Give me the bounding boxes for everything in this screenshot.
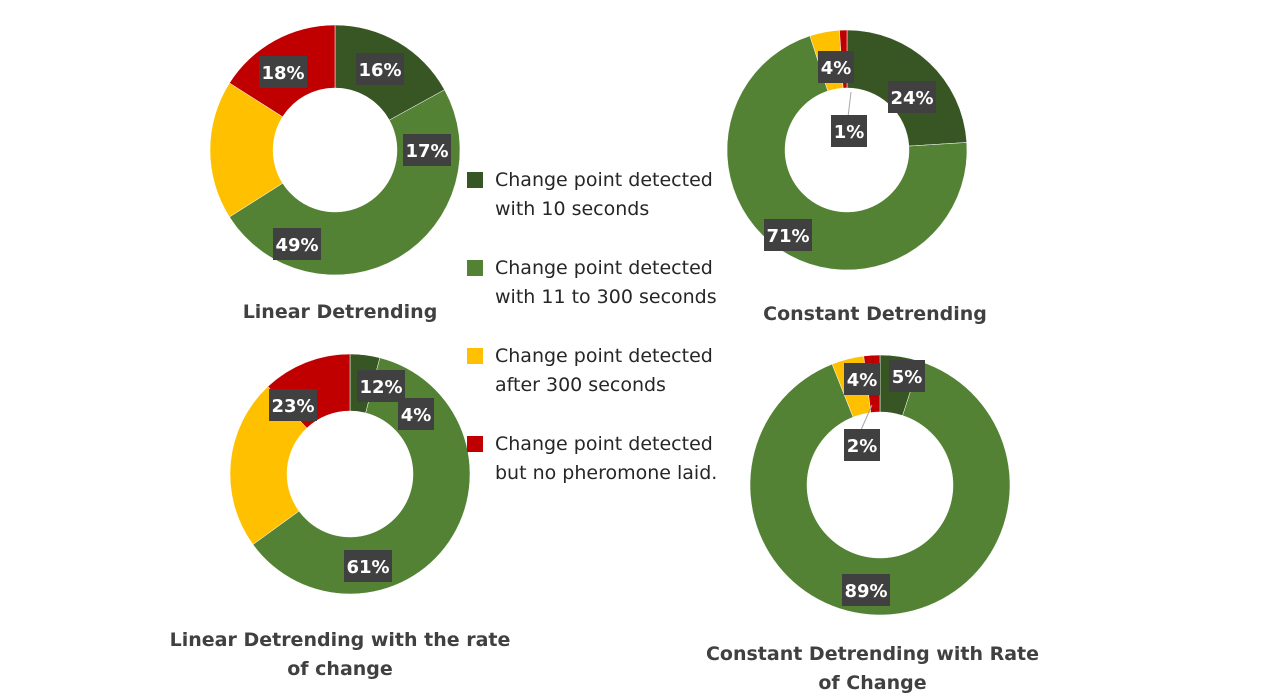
data-label: 61% [344,550,392,582]
leader-line [847,91,852,118]
chart-title-linear-detrending-rate: Linear Detrending with the rate of chang… [169,629,511,680]
data-label-text: 4% [401,405,432,426]
donut-slice [726,35,968,271]
legend-item: Change point detected but no pheromone l… [467,430,747,518]
donut-constant-detrending-rate: 5% 89% 4% 2% [749,354,1011,616]
legend-swatch [467,436,483,452]
data-label: 1% [831,115,867,147]
data-label: 89% [842,574,890,606]
data-label-box [356,53,404,85]
data-label-box [844,429,880,461]
legend-swatch [467,348,483,364]
data-label-box [831,115,867,147]
leader-line [860,404,873,431]
data-label-box [842,574,890,606]
data-label-text: 4% [821,58,852,79]
data-label-text: 23% [271,396,314,417]
data-label: 4% [818,51,854,83]
legend-label: Change point detected but no pheromone l… [495,433,718,484]
donut-linear-detrending: 17% 49% 18% 16% [209,24,461,276]
data-label-text: 49% [275,235,318,256]
legend-label: Change point detected with 10 seconds [495,169,713,220]
legend-item: Change point detected with 11 to 300 sec… [467,254,747,342]
data-label-box [764,219,812,251]
data-label-text: 4% [847,370,878,391]
data-label: 24% [888,81,936,113]
data-label-text: 12% [359,377,402,398]
data-label-text: 24% [890,88,933,109]
data-label: 4% [844,363,880,395]
data-label-text: 2% [847,436,878,457]
data-label-box [273,228,321,260]
data-label-text: 61% [346,557,389,578]
donut-slice [749,361,1011,616]
data-label: 49% [273,228,321,260]
data-label-text: 1% [834,122,865,143]
data-label-box [269,389,317,421]
legend-label: Change point detected with 11 to 300 sec… [495,257,717,308]
data-label-box [403,134,451,166]
legend: Change point detected with 10 seconds Ch… [467,166,747,518]
legend-item: Change point detected after 300 seconds [467,342,747,430]
data-label-box [818,51,854,83]
data-label-text: 89% [844,581,887,602]
legend-item: Change point detected with 10 seconds [467,166,747,254]
data-label: 2% [844,429,880,461]
data-label: 17% [403,134,451,166]
donut-constant-detrending: 24% 71% 4% 1% [726,29,968,271]
data-label-text: 18% [261,63,304,84]
chart-title-constant-detrending-rate: Constant Detrending with Rate of Change [705,643,1040,694]
data-label: 23% [269,389,317,421]
data-label-box [259,56,307,88]
data-label: 16% [356,53,404,85]
data-label-box [889,360,925,392]
donut-linear-detrending-rate: 4% 61% 23% 12% [229,353,471,595]
data-label-text: 71% [766,226,809,247]
data-label: 12% [357,370,405,402]
data-label-text: 5% [892,367,923,388]
data-label-box [888,81,936,113]
legend-label: Change point detected after 300 seconds [495,345,713,396]
donut-slice [209,82,283,218]
data-label-box [357,370,405,402]
data-label: 71% [764,219,812,251]
data-label: 5% [889,360,925,392]
donut-slice [229,386,308,545]
chart-title-constant-detrending: Constant Detrending [763,303,987,325]
data-label-box [844,363,880,395]
data-label-box [344,550,392,582]
legend-swatch [467,172,483,188]
data-label-box [398,398,434,430]
data-label: 4% [398,398,434,430]
legend-swatch [467,260,483,276]
chart-title-linear-detrending: Linear Detrending [242,301,438,323]
data-label-text: 17% [405,141,448,162]
data-label: 18% [259,56,307,88]
data-label-text: 16% [358,60,401,81]
